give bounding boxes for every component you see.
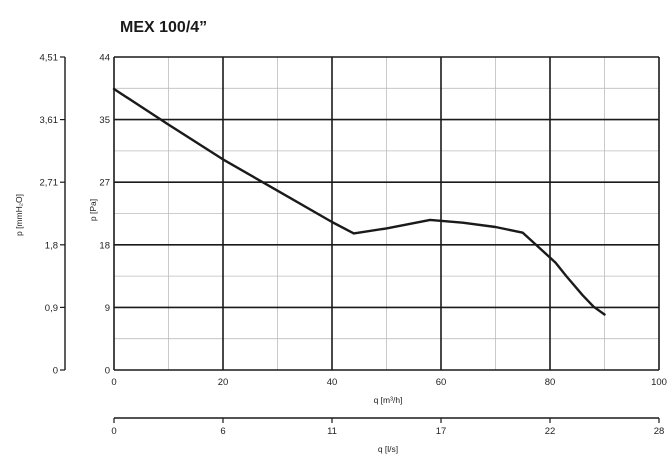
x2-axis-title: q [l/s] [378,444,398,454]
x2-tick-label: 0 [111,426,116,437]
x-tick-label: 60 [436,377,447,388]
y-axis-ticks: 0 9 18 27 35 44 [99,53,110,377]
major-gridlines [113,56,660,371]
y2-tick-label: 2,71 [40,178,59,189]
y-tick-label: 0 [105,366,110,377]
y-tick-label: 18 [99,240,110,251]
y2-tick-label: 0,9 [45,303,58,314]
chart-title: MEX 100/4” [120,19,207,36]
y2-tick-label: 0 [53,366,58,377]
minor-gridlines [114,57,659,370]
y2-axis-ticks: 0 0,9 1,8 2,71 3,61 4,51 [40,53,65,377]
pressure-flow-curve [112,87,606,316]
x2-axis-ticks: 0 6 11 17 22 28 [111,418,664,437]
x2-tick-label: 22 [545,426,556,437]
x-tick-label: 80 [545,377,556,388]
y2-axis-title: p [mmH₂O] [14,194,24,236]
y-tick-label: 9 [105,303,110,314]
y2-tick-label: 4,51 [40,53,59,64]
x2-tick-label: 17 [436,426,447,437]
y-tick-label: 27 [99,178,110,189]
x2-tick-label: 6 [220,426,225,437]
x-axis-ticks: 0 20 40 60 80 100 [111,377,667,388]
x-tick-label: 40 [327,377,338,388]
y2-tick-label: 1,8 [45,240,58,251]
y-tick-label: 44 [99,53,110,64]
y2-tick-label: 3,61 [40,115,59,126]
y-axis-title: p [Pa] [88,199,98,221]
y-tick-label: 35 [99,115,110,126]
x-tick-label: 20 [218,377,229,388]
x-tick-label: 0 [111,377,116,388]
x-axis-title: q [m³/h] [374,395,403,405]
x2-tick-label: 28 [654,426,665,437]
x2-tick-label: 11 [327,426,337,437]
x-tick-label: 100 [651,377,667,388]
